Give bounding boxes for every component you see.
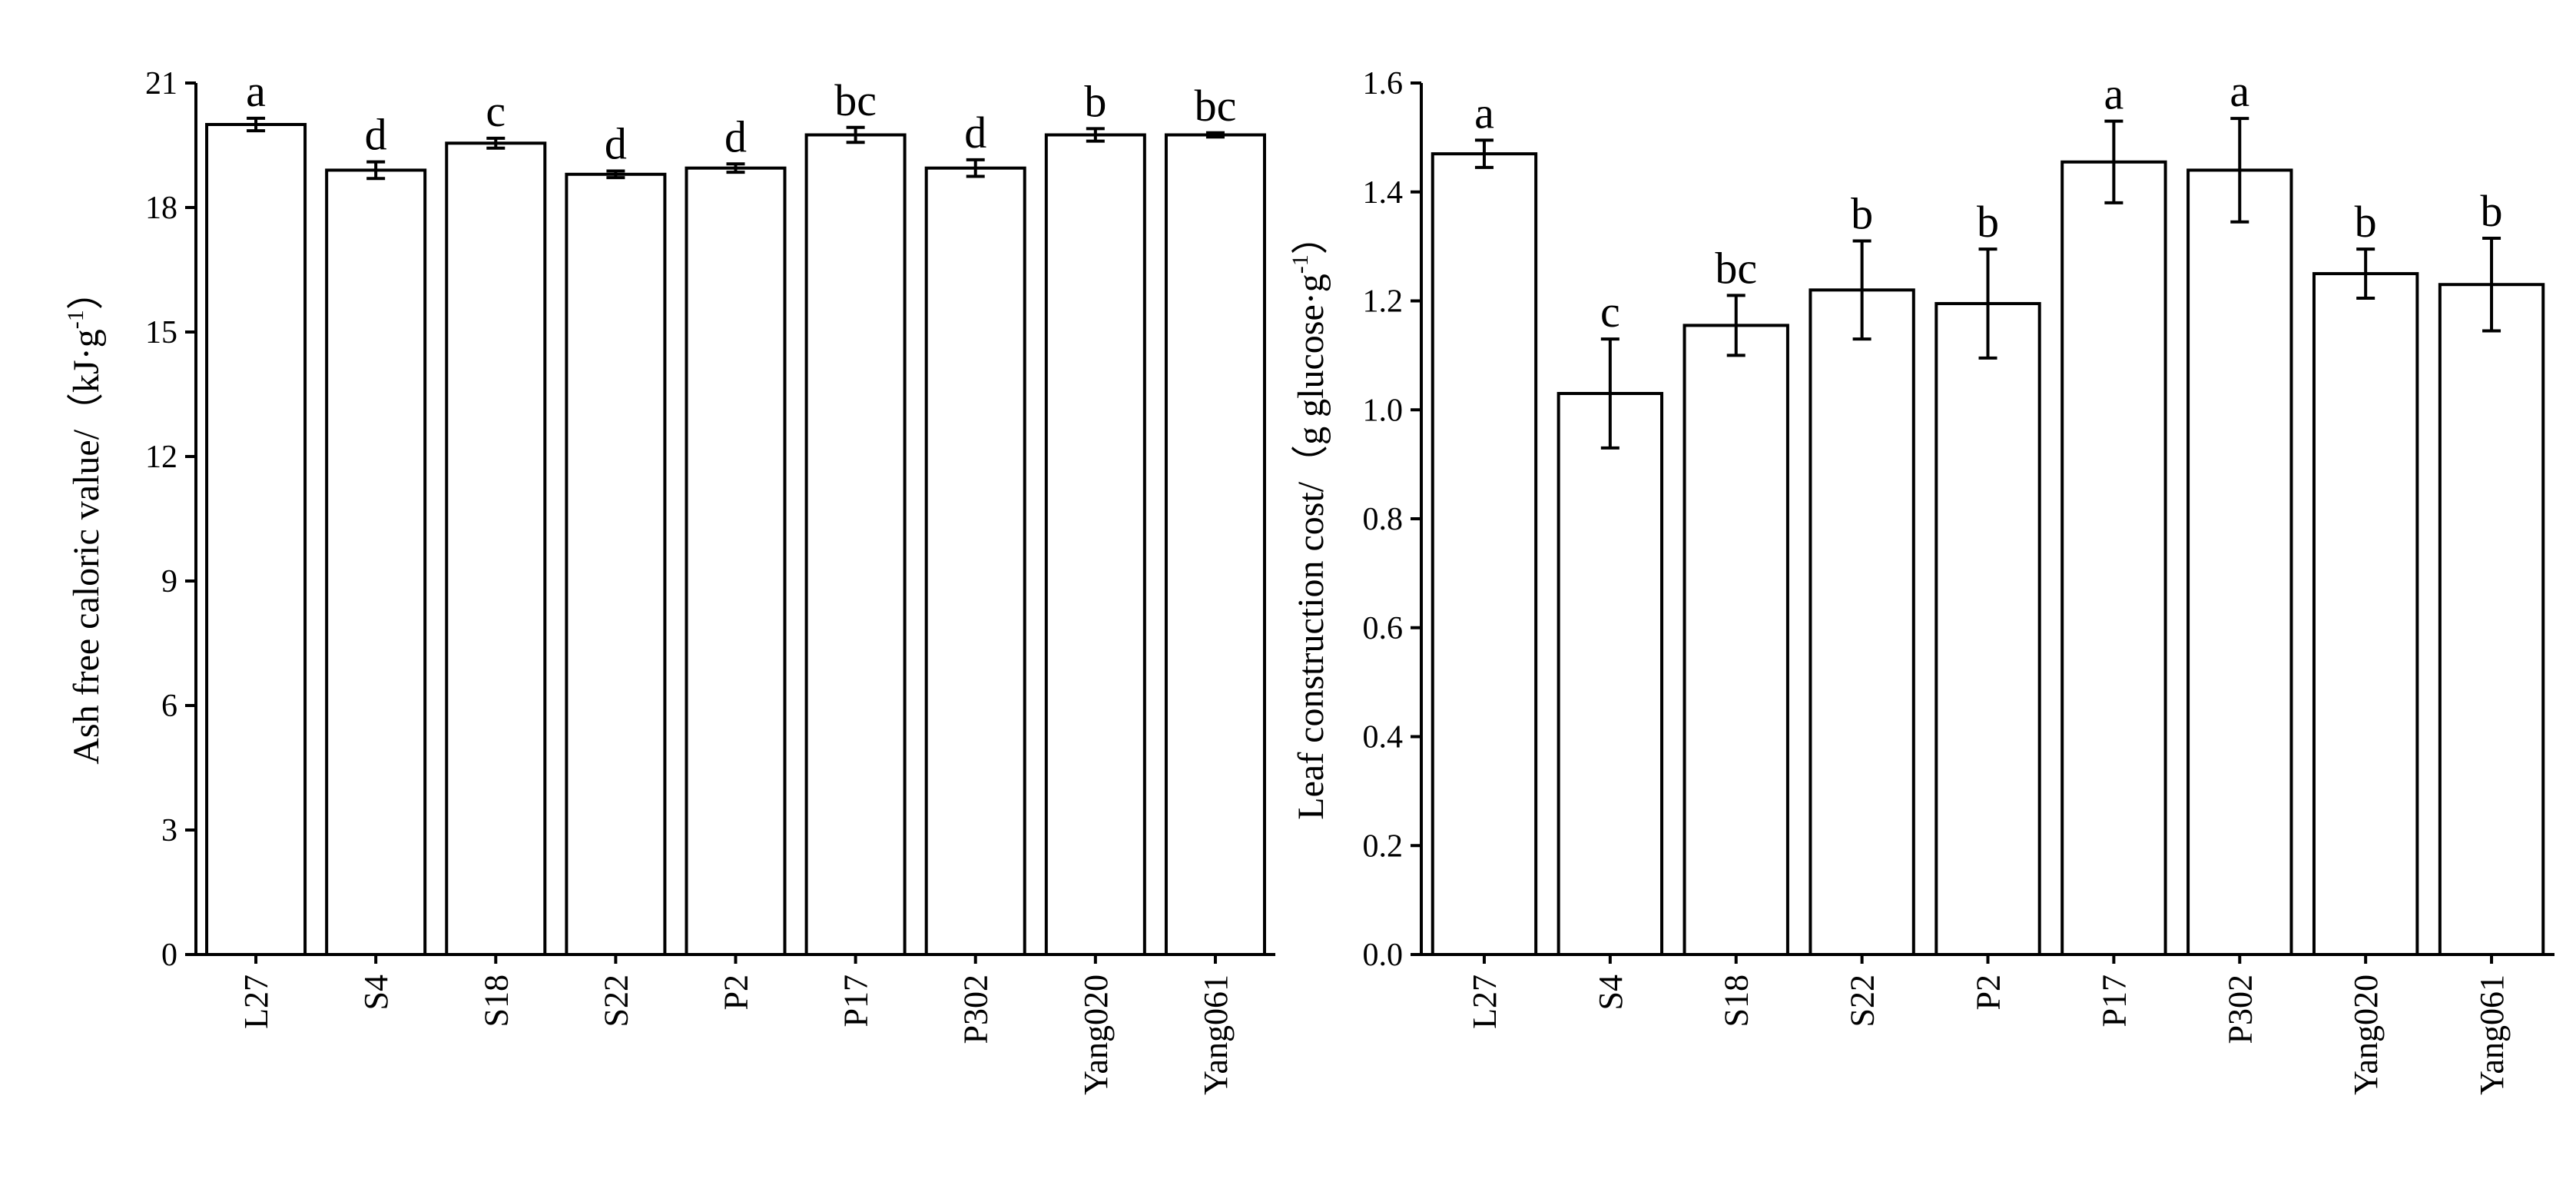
y-tick-label: 21	[145, 66, 177, 101]
category-label: Yang020	[1077, 974, 1115, 1095]
bar-p302	[2186, 168, 2293, 956]
y-tick-label: 1.2	[1363, 284, 1404, 320]
leaf-construction-cost-chart: 0.0 0.2 0.4 0.6 0.8 1.0 1.2 1.4 1.6 Leaf construc…	[1288, 66, 2554, 1095]
category-label: P2	[718, 974, 755, 1010]
y-tick-label: 0.6	[1363, 611, 1404, 646]
bar-p17	[804, 133, 907, 956]
category-label: S4	[1592, 974, 1629, 1010]
category-label: P17	[837, 974, 875, 1027]
significance-letter: bc	[1715, 243, 1757, 293]
bar-s18	[1683, 324, 1789, 956]
category-label: S4	[357, 974, 395, 1010]
y-axis-label: Ash free caloric value/（kJ·g-1）	[63, 273, 107, 764]
bar-p302	[924, 166, 1026, 956]
y-tick-label: 0.0	[1363, 938, 1404, 973]
category-label: Yang020	[2347, 974, 2385, 1095]
category-label: S18	[1718, 974, 1755, 1027]
bar-p2	[685, 166, 787, 956]
significance-letter: a	[246, 66, 266, 116]
significance-letter: d	[365, 110, 387, 160]
y-tick-label: 0.2	[1363, 828, 1404, 864]
significance-letter: d	[964, 108, 986, 158]
y-tick-label: 9	[161, 564, 177, 599]
y-tick-label: 6	[161, 689, 177, 724]
y-axis-label-end: ）	[66, 273, 107, 310]
bar-yang061	[1164, 133, 1266, 956]
bar-s4	[325, 168, 427, 956]
significance-letter: a	[2104, 69, 2124, 119]
y-axis-label-main: Leaf construction cost/（g glucose·g	[1291, 274, 1331, 819]
y-axis-label-superscript: -1	[1288, 254, 1313, 274]
category-label: S18	[477, 974, 515, 1027]
category-label: L27	[237, 974, 275, 1029]
y-axis-label-end: ）	[1291, 217, 1331, 254]
y-axis-label-main: Ash free caloric value/（kJ·g	[66, 329, 107, 764]
y-tick-label: 0.8	[1363, 502, 1404, 537]
category-label: P17	[2095, 974, 2133, 1027]
category-label: P2	[1970, 974, 2007, 1010]
y-tick-label: 1.4	[1363, 175, 1404, 211]
bar-p2	[1934, 302, 2041, 956]
significance-letter: b	[1084, 76, 1106, 126]
significance-letter: bc	[834, 75, 877, 125]
category-label: P302	[957, 974, 995, 1044]
y-axis-label-superscript: -1	[63, 310, 88, 329]
category-label: Yang061	[1197, 974, 1235, 1095]
significance-letter: a	[2230, 66, 2249, 116]
category-label: S22	[1844, 974, 1881, 1027]
y-tick-label: 0	[161, 938, 177, 973]
category-label: L27	[1466, 974, 1503, 1029]
significance-letter: b	[2355, 197, 2377, 247]
significance-letter: b	[1851, 189, 1873, 239]
significance-letter: bc	[1195, 81, 1237, 131]
y-tick-label: 15	[145, 315, 177, 350]
bar-yang020	[1044, 133, 1146, 956]
bar-yang020	[2312, 272, 2419, 956]
significance-letter: a	[1474, 88, 1494, 138]
bar-l27	[205, 123, 307, 956]
significance-letter: b	[2481, 186, 2503, 236]
ash-free-caloric-value-chart: 0 3 6 9 12 15 18 21 Ash free caloric value/（kJ·g…	[63, 66, 1275, 1095]
significance-letter: d	[724, 111, 747, 161]
bar-yang061	[2438, 283, 2545, 956]
y-tick-label: 1.6	[1363, 66, 1404, 101]
bar-l27	[1431, 152, 1538, 957]
y-axis-label: Leaf construction cost/（g glucose·g-1）	[1288, 217, 1331, 819]
y-tick-label: 1.0	[1363, 393, 1404, 428]
category-label: Yang061	[2473, 974, 2511, 1095]
bar-s18	[445, 141, 547, 956]
significance-letter: c	[1600, 287, 1620, 337]
bar-p17	[2060, 160, 2167, 956]
y-tick-label: 18	[145, 191, 177, 226]
significance-letter: d	[605, 118, 627, 168]
y-tick-label: 3	[161, 813, 177, 848]
significance-letter: c	[486, 86, 506, 136]
category-label: S22	[597, 974, 635, 1027]
y-tick-label: 0.4	[1363, 720, 1404, 755]
category-label: P302	[2221, 974, 2259, 1044]
bar-s4	[1557, 391, 1664, 956]
bar-s22	[565, 172, 667, 957]
y-tick-label: 12	[145, 440, 177, 475]
significance-letter: b	[1977, 197, 1999, 247]
bar-s22	[1809, 288, 1915, 956]
